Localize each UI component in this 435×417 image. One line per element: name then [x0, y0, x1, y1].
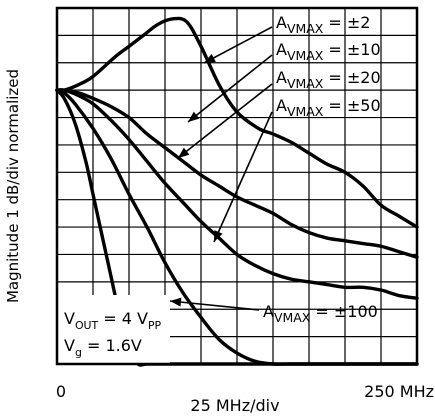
x-tick-label-end: 250 MHz [364, 382, 434, 401]
y-axis-label: Magnitude 1 dB/div normalized [4, 69, 22, 303]
series-line-3 [55, 88, 419, 300]
annotation-arrow-5 [169, 300, 260, 311]
annotation-arrow-3 [177, 83, 273, 159]
annotation-label-2: AVMAX = ±10 [276, 40, 381, 63]
annotation-arrow-4-head [214, 230, 223, 242]
annotation-label-4: AVMAX = ±50 [276, 96, 381, 119]
condition-vg: Vg = 1.6V [64, 336, 142, 359]
series-line-1 [55, 16, 419, 229]
annotation-label-1: AVMAX = ±2 [276, 13, 370, 36]
plot-frame [55, 6, 419, 366]
annotation-arrow-5-head [170, 297, 182, 307]
x-axis-label: 25 MHz/div [190, 396, 279, 415]
conditions-box [58, 295, 170, 363]
annotation-arrow-1-head [204, 53, 216, 63]
condition-vout: VOUT = 4 VPP [64, 309, 162, 332]
annotation-arrow-1 [203, 26, 273, 64]
annotation-label-5: AVMAX = ±100 [263, 302, 378, 325]
series-line-2 [55, 88, 419, 259]
labels: AVMAX = ±2 AVMAX = ±10 AVMAX = ±20 AVMAX = … [4, 13, 434, 415]
annotation-arrows [169, 26, 273, 311]
annotation-label-3: AVMAX = ±20 [276, 68, 381, 91]
x-tick-label-start: 0 [56, 382, 66, 401]
annotation-arrow-4 [213, 111, 273, 243]
annotation-arrow-2 [187, 54, 273, 123]
annotation-arrow-2-head [188, 111, 200, 122]
annotation-arrow-3-head [178, 147, 190, 158]
